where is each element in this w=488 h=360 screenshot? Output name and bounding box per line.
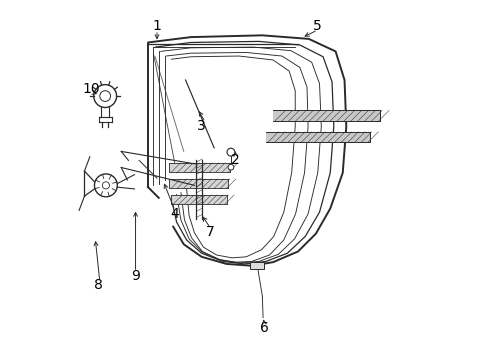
Circle shape [226,148,234,156]
Text: 1: 1 [152,19,161,33]
Text: 8: 8 [93,278,102,292]
Bar [169,179,228,188]
Bar [265,132,369,143]
Text: 2: 2 [231,153,240,167]
Text: 9: 9 [131,269,140,283]
Text: 5: 5 [313,19,322,33]
Bar [249,262,264,269]
Text: 4: 4 [170,207,179,221]
Text: 3: 3 [197,120,205,134]
Circle shape [227,164,233,170]
Bar [169,163,230,172]
Bar [171,195,226,204]
Text: 7: 7 [206,225,215,239]
Bar [272,111,380,121]
Text: 6: 6 [259,321,268,335]
Text: 10: 10 [82,82,100,96]
